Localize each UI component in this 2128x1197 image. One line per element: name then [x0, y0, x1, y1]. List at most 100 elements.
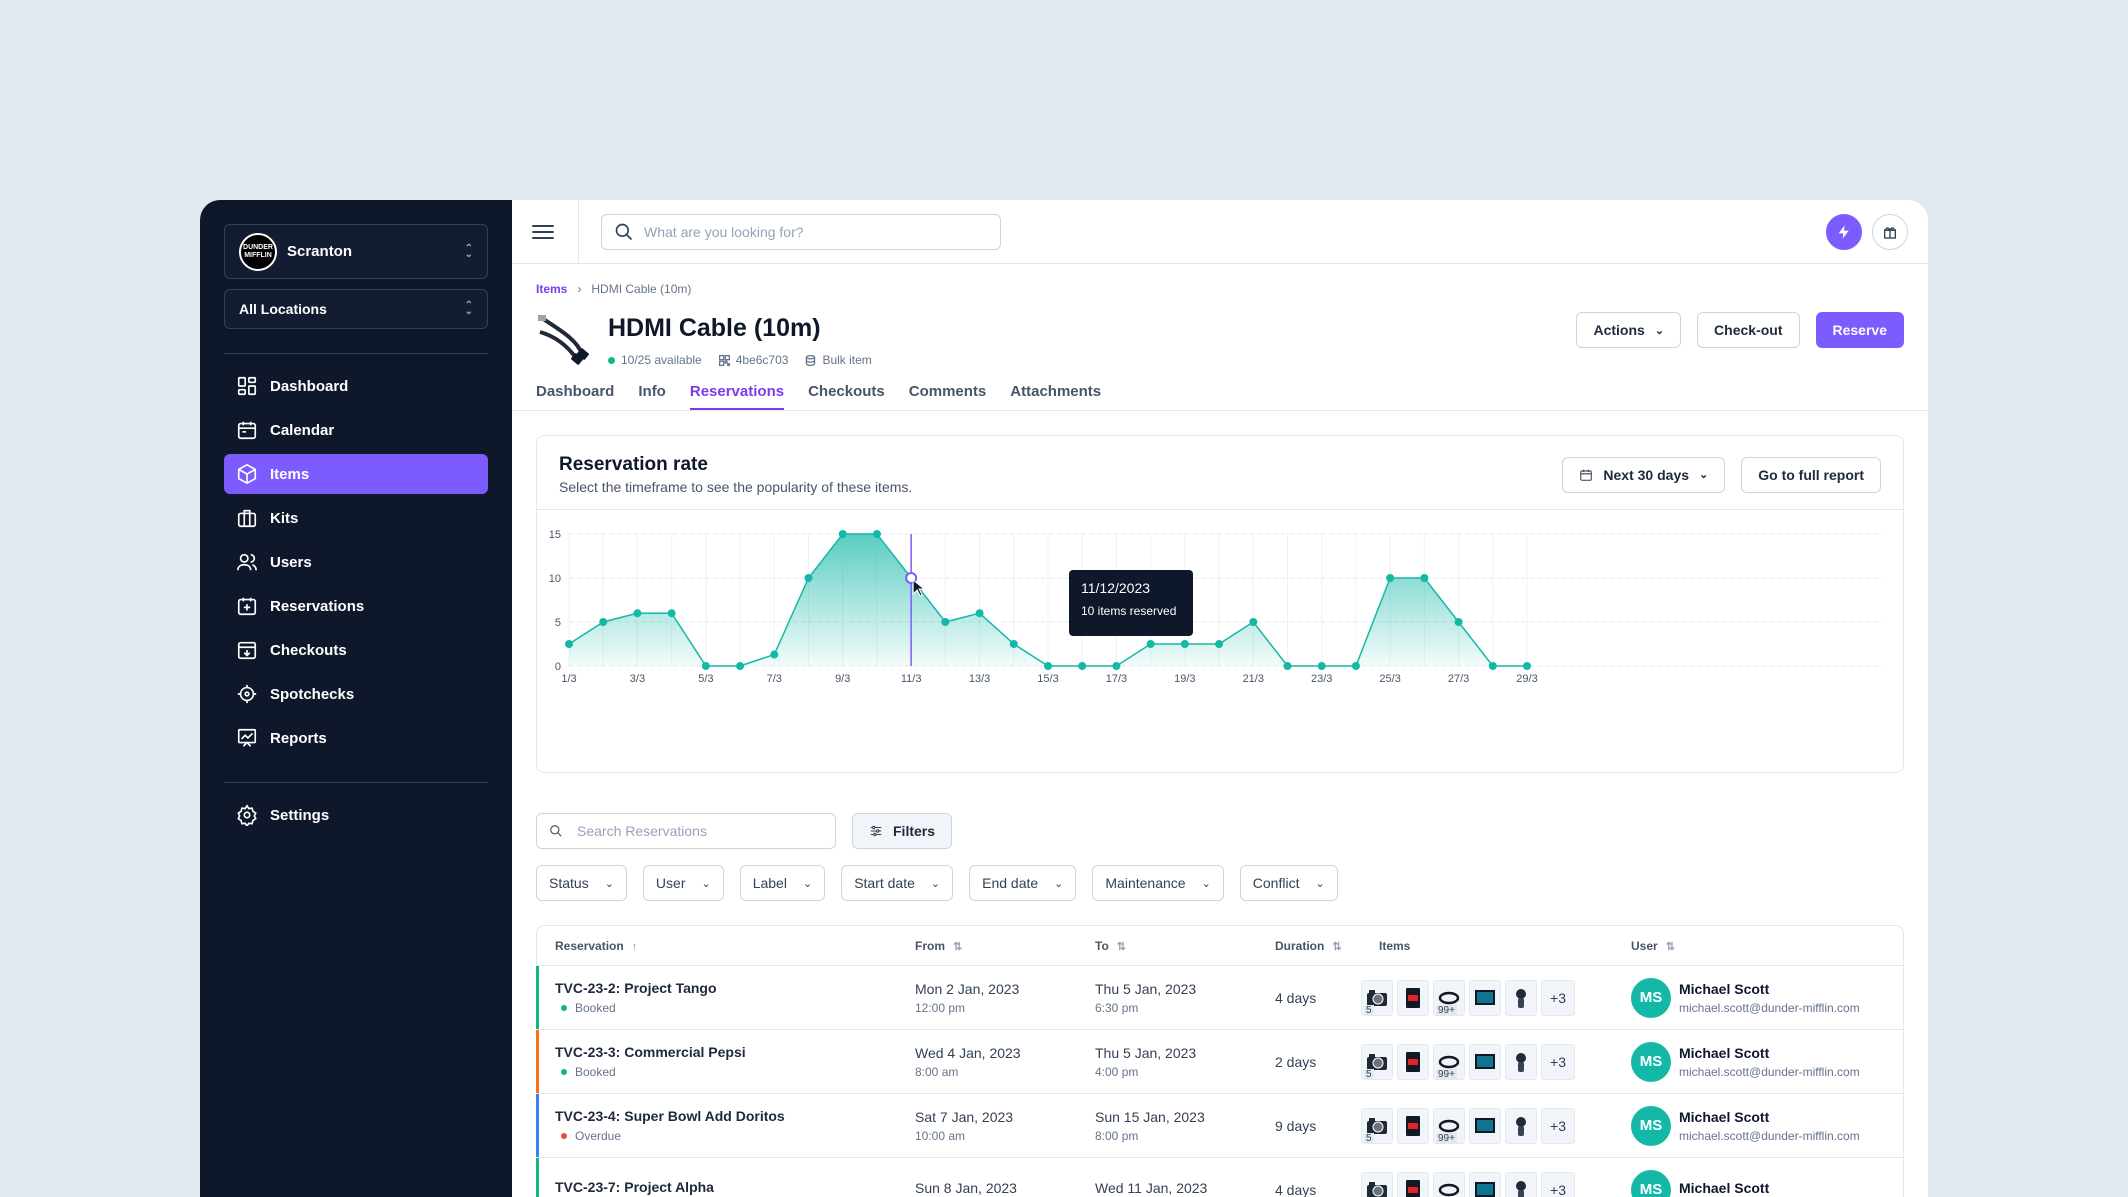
col-items: Items	[1379, 938, 1411, 953]
col-from[interactable]: From ⇅	[915, 938, 963, 953]
tab-dashboard[interactable]: Dashboard	[536, 383, 615, 400]
full-report-button[interactable]: Go to full report	[1741, 456, 1881, 493]
sidebar-item-settings[interactable]: Settings	[224, 795, 488, 835]
calendar-icon	[237, 421, 257, 440]
conflict-filter[interactable]: Conflict ⌄	[1239, 865, 1338, 901]
more-items-button[interactable]: +3	[1541, 1107, 1575, 1144]
item-thumbnails[interactable]: 5 99+ +3	[1361, 979, 1613, 1016]
more-items-button[interactable]: +3	[1541, 1043, 1575, 1080]
user-cell[interactable]: MS Michael Scott michael.scott@dunder-mi…	[1631, 1105, 1903, 1146]
filters-button[interactable]: Filters	[852, 813, 953, 849]
cursor-icon	[912, 578, 926, 597]
cable-thumb[interactable]: 99+	[1433, 1043, 1465, 1080]
col-user[interactable]: User ⇅	[1631, 938, 1675, 953]
sd-card-thumb[interactable]	[1397, 1171, 1429, 1197]
cable-icon	[1438, 991, 1460, 1004]
tab-reservations[interactable]: Reservations	[689, 383, 785, 410]
camera-thumb[interactable]: 5	[1361, 1171, 1393, 1197]
gimbal-thumb[interactable]	[1505, 979, 1537, 1016]
monitor-thumb[interactable]	[1469, 1043, 1501, 1080]
gimbal-thumb[interactable]	[1505, 1107, 1537, 1144]
x-tick-label: 29/3	[1516, 673, 1537, 685]
user-cell[interactable]: MS Michael Scott michael.scott@dunder-mi…	[1631, 977, 1903, 1018]
col-to[interactable]: To ⇅	[1095, 938, 1126, 953]
sidebar-item-users[interactable]: Users	[224, 542, 488, 582]
sd-card-thumb[interactable]	[1397, 1107, 1429, 1144]
table-row[interactable]: TVC-23-3: Commercial Pepsi Booked Wed 4 …	[536, 1030, 1903, 1094]
camera-icon	[1367, 989, 1387, 1006]
to-date: Wed 11 Jan, 2023	[1095, 1179, 1208, 1196]
chevron-down-icon: ⌄	[802, 877, 813, 890]
reserve-button[interactable]: Reserve	[1815, 312, 1904, 348]
user-cell[interactable]: MS Michael Scott	[1631, 1169, 1903, 1197]
gimbal-thumb[interactable]	[1505, 1171, 1537, 1197]
checkout-button[interactable]: Check-out	[1697, 312, 1800, 348]
item-thumbnails[interactable]: 5 99+ +3	[1361, 1171, 1613, 1197]
quick-action-button[interactable]	[1826, 213, 1862, 250]
cable-thumb[interactable]: 99+	[1433, 1171, 1465, 1197]
more-items-button[interactable]: +3	[1541, 1171, 1575, 1197]
reservation-name[interactable]: TVC-23-3: Commercial Pepsi	[555, 1044, 746, 1060]
table-row[interactable]: TVC-23-2: Project Tango Booked Mon 2 Jan…	[536, 966, 1903, 1030]
status-filter[interactable]: Status ⌄	[536, 865, 627, 901]
camera-thumb[interactable]: 5	[1361, 1107, 1393, 1144]
data-point	[701, 662, 710, 670]
menu-icon[interactable]	[532, 223, 554, 241]
tab-comments[interactable]: Comments	[908, 383, 987, 400]
timeframe-select[interactable]: Next 30 days ⌄	[1562, 456, 1726, 493]
end-date-filter[interactable]: End date ⌄	[969, 865, 1077, 901]
item-thumbnails[interactable]: 5 99+ +3	[1361, 1107, 1613, 1144]
cable-thumb[interactable]: 99+	[1433, 1107, 1465, 1144]
monitor-thumb[interactable]	[1469, 1107, 1501, 1144]
reservation-name[interactable]: TVC-23-2: Project Tango	[555, 980, 717, 996]
camera-icon	[1367, 1053, 1387, 1070]
tab-checkouts[interactable]: Checkouts	[808, 383, 885, 400]
x-tick-label: 15/3	[1037, 673, 1058, 685]
camera-thumb[interactable]: 5	[1361, 1043, 1393, 1080]
table-row[interactable]: TVC-23-7: Project Alpha Sun 8 Jan, 2023 …	[536, 1158, 1903, 1197]
reservation-name[interactable]: TVC-23-7: Project Alpha	[555, 1179, 714, 1195]
sidebar-item-items[interactable]: Items	[224, 454, 488, 494]
table-row[interactable]: TVC-23-4: Super Bowl Add Doritos Overdue…	[536, 1094, 1903, 1158]
reservation-chart[interactable]: 0 5 10 15 1/3 3/3 5/3 7/3 9/3 11/3 13/3 15/3 17/3 19/…	[537, 510, 1905, 772]
camera-thumb[interactable]: 5	[1361, 979, 1393, 1016]
sd-card-thumb[interactable]	[1397, 1043, 1429, 1080]
avatar: MS	[1631, 977, 1671, 1018]
cable-thumb[interactable]: 99+	[1433, 979, 1465, 1016]
breadcrumb-items-link[interactable]: Items	[536, 282, 568, 296]
location-selector[interactable]: All Locations ⌃ ⌄	[224, 289, 488, 329]
sidebar-item-reports[interactable]: Reports	[224, 718, 488, 758]
x-tick-label: 17/3	[1106, 673, 1127, 685]
user-cell[interactable]: MS Michael Scott michael.scott@dunder-mi…	[1631, 1041, 1903, 1082]
org-selector[interactable]: DUNDER MIFFLIN Scranton ⌃ ⌄	[224, 224, 488, 279]
actions-button[interactable]: Actions ⌄	[1576, 312, 1682, 348]
gift-button[interactable]	[1872, 213, 1908, 250]
col-duration[interactable]: Duration ⇅	[1275, 938, 1342, 953]
tab-info[interactable]: Info	[638, 383, 666, 400]
sidebar-item-reservations[interactable]: Reservations	[224, 586, 488, 626]
maintenance-filter[interactable]: Maintenance ⌄	[1092, 865, 1224, 901]
sd-card-thumb[interactable]	[1397, 979, 1429, 1016]
monitor-thumb[interactable]	[1469, 1171, 1501, 1197]
user-filter[interactable]: User ⌄	[642, 865, 724, 901]
sidebar-item-kits[interactable]: Kits	[224, 498, 488, 538]
data-point	[1317, 662, 1326, 670]
label-filter[interactable]: Label ⌄	[739, 865, 826, 901]
sidebar-item-spotchecks[interactable]: Spotchecks	[224, 674, 488, 714]
sidebar-item-calendar[interactable]: Calendar	[224, 410, 488, 450]
item-thumbnails[interactable]: 5 99+ +3	[1361, 1043, 1613, 1080]
reservations-table: Reservation ↑ From ⇅ To ⇅ Duration ⇅ Items U…	[536, 925, 1904, 1197]
data-point	[736, 662, 745, 670]
sidebar-item-dashboard[interactable]: Dashboard	[224, 366, 488, 406]
more-items-button[interactable]: +3	[1541, 979, 1575, 1016]
start-date-filter[interactable]: Start date ⌄	[841, 865, 954, 901]
tab-attachments[interactable]: Attachments	[1010, 383, 1102, 400]
reservation-search-input[interactable]: Search Reservations	[536, 813, 836, 849]
global-search-input[interactable]: What are you looking for?	[601, 213, 1001, 250]
col-reservation[interactable]: Reservation ↑	[555, 938, 638, 953]
gimbal-thumb[interactable]	[1505, 1043, 1537, 1080]
monitor-thumb[interactable]	[1469, 979, 1501, 1016]
reservation-name[interactable]: TVC-23-4: Super Bowl Add Doritos	[555, 1108, 785, 1124]
sidebar-item-checkouts[interactable]: Checkouts	[224, 630, 488, 670]
gear-icon	[237, 804, 257, 826]
